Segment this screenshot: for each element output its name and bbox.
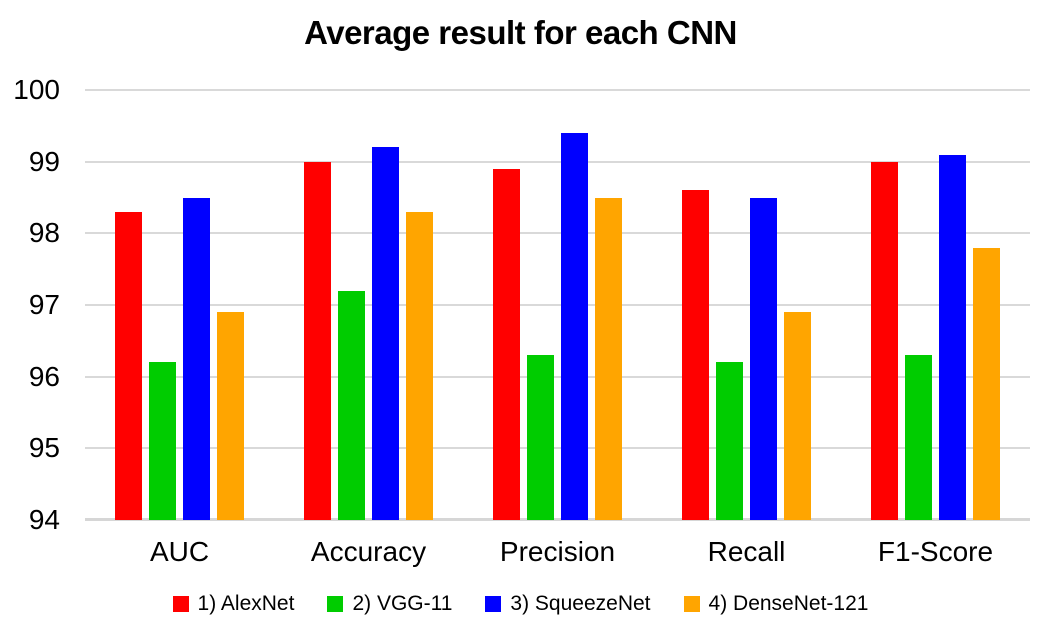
bar-4-densenet-121-recall <box>784 312 811 520</box>
bar-3-squeezenet-accuracy <box>372 147 399 520</box>
x-category-label-f1-score: F1-Score <box>877 536 994 567</box>
bar-2-vgg-11-f1-score <box>905 355 932 520</box>
chart-title: Average result for each CNN <box>304 14 737 51</box>
x-category-label-accuracy: Accuracy <box>310 536 427 567</box>
bar-1-alexnet-accuracy <box>304 161 331 520</box>
y-tick-label-94: 94 <box>28 504 60 535</box>
y-tick-label-100: 100 <box>13 74 60 105</box>
legend-item-4-densenet-121: 4) DenseNet-121 <box>683 592 869 616</box>
bar-2-vgg-11-recall <box>716 362 743 520</box>
bar-3-squeezenet-precision <box>561 133 588 520</box>
gridline-99 <box>85 160 1030 163</box>
bar-4-densenet-121-precision <box>595 197 622 520</box>
legend-item-3-squeezenet: 3) SqueezeNet <box>485 592 651 616</box>
legend-item-1-alexnet: 1) AlexNet <box>172 592 295 616</box>
legend-label-3-squeezenet: 3) SqueezeNet <box>510 592 651 615</box>
x-axis-line <box>85 518 1030 521</box>
legend-item-2-vgg-11: 2) VGG-11 <box>327 592 452 616</box>
bar-2-vgg-11-accuracy <box>338 290 365 520</box>
legend-marker-4-densenet-121 <box>683 596 700 612</box>
legend-marker-2-vgg-11 <box>327 596 344 612</box>
legend: 1) AlexNet 2) VGG-11 3) SqueezeNet 4) Dense… <box>0 592 1041 616</box>
bar-1-alexnet-recall <box>682 190 709 520</box>
bar-2-vgg-11-precision <box>527 355 554 520</box>
gridline-97 <box>85 304 1030 306</box>
legend-label-2-vgg-11: 2) VGG-11 <box>352 592 453 615</box>
gridline-96 <box>85 375 1030 378</box>
x-category-label-precision: Precision <box>499 536 616 567</box>
gridline-100 <box>85 89 1030 91</box>
bar-1-alexnet-f1-score <box>871 161 898 520</box>
x-category-label-recall: Recall <box>707 536 786 567</box>
bar-4-densenet-121-f1-score <box>973 247 1000 520</box>
bar-4-densenet-121-auc <box>217 312 244 520</box>
x-category-label-auc: AUC <box>149 536 210 567</box>
bar-3-squeezenet-auc <box>183 197 210 520</box>
legend-marker-1-alexnet <box>172 596 189 612</box>
gridline-98 <box>85 232 1030 235</box>
x-axis: AUC Accuracy Precision Recall F1-Score <box>85 536 1030 572</box>
y-tick-label-96: 96 <box>28 360 60 392</box>
legend-marker-3-squeezenet <box>485 596 502 612</box>
bar-3-squeezenet-f1-score <box>939 154 966 520</box>
bar-3-squeezenet-recall <box>750 197 777 520</box>
plot-area <box>85 89 1030 521</box>
legend-label-4-densenet-121: 4) DenseNet-121 <box>708 592 869 615</box>
y-tick-label-97: 97 <box>28 289 60 320</box>
y-tick-label-95: 95 <box>28 432 60 464</box>
bar-1-alexnet-auc <box>115 211 142 520</box>
bar-2-vgg-11-auc <box>149 362 176 520</box>
legend-label-1-alexnet: 1) AlexNet <box>197 592 295 615</box>
y-tick-label-98: 98 <box>28 217 60 249</box>
bar-1-alexnet-precision <box>493 168 520 520</box>
bar-4-densenet-121-accuracy <box>406 211 433 520</box>
gridline-95 <box>85 447 1030 450</box>
y-axis: 100 99 98 97 96 95 94 <box>0 0 60 642</box>
y-tick-label-99: 99 <box>28 145 60 177</box>
